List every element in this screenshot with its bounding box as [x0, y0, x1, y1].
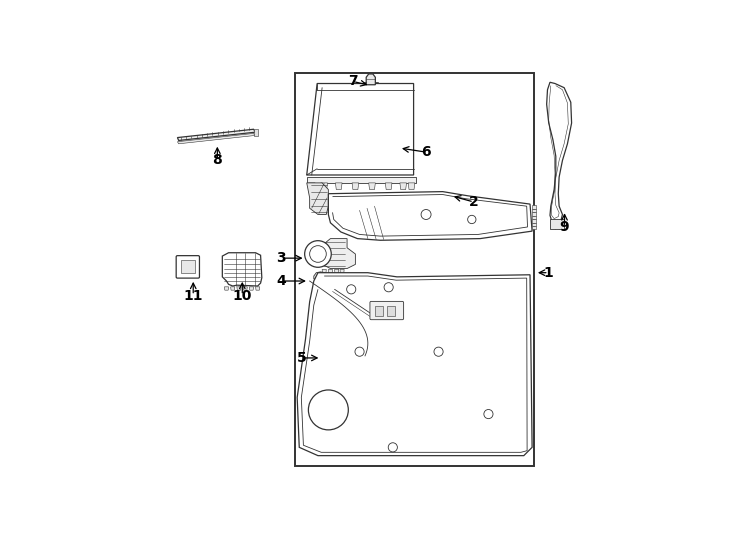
Circle shape	[308, 390, 349, 430]
Polygon shape	[321, 183, 327, 190]
Polygon shape	[340, 269, 344, 274]
FancyBboxPatch shape	[370, 301, 404, 320]
Circle shape	[421, 210, 431, 219]
Polygon shape	[225, 287, 228, 290]
Polygon shape	[532, 226, 537, 230]
Text: 6: 6	[421, 145, 431, 159]
Polygon shape	[255, 287, 260, 290]
Polygon shape	[328, 192, 532, 240]
Polygon shape	[368, 183, 375, 190]
Text: 11: 11	[184, 288, 203, 302]
Circle shape	[434, 347, 443, 356]
Polygon shape	[178, 133, 255, 144]
Polygon shape	[547, 82, 572, 223]
Polygon shape	[532, 222, 537, 226]
Text: 9: 9	[560, 220, 570, 234]
Text: 2: 2	[469, 195, 479, 209]
FancyBboxPatch shape	[550, 219, 564, 230]
Polygon shape	[532, 212, 537, 215]
Circle shape	[468, 215, 476, 224]
Polygon shape	[322, 269, 327, 274]
Polygon shape	[385, 183, 392, 190]
Bar	[181, 260, 195, 273]
Text: 3: 3	[277, 251, 286, 265]
Circle shape	[388, 443, 397, 452]
Polygon shape	[400, 183, 407, 190]
Circle shape	[346, 285, 356, 294]
Circle shape	[305, 241, 331, 267]
Polygon shape	[237, 287, 241, 290]
Polygon shape	[318, 239, 355, 268]
Text: 1: 1	[544, 266, 553, 280]
Polygon shape	[532, 209, 537, 212]
Circle shape	[310, 246, 327, 262]
Polygon shape	[222, 253, 262, 286]
Circle shape	[384, 282, 393, 292]
Text: 5: 5	[297, 351, 306, 365]
Polygon shape	[314, 272, 327, 279]
Polygon shape	[297, 273, 532, 456]
Bar	[295, 73, 534, 466]
Circle shape	[355, 347, 364, 356]
Bar	[387, 306, 395, 315]
Text: 8: 8	[212, 153, 222, 167]
Text: 7: 7	[348, 75, 357, 89]
Polygon shape	[307, 183, 328, 214]
Polygon shape	[352, 183, 359, 190]
Polygon shape	[250, 287, 253, 290]
Polygon shape	[408, 183, 415, 190]
Polygon shape	[178, 129, 255, 140]
Polygon shape	[328, 269, 333, 274]
Text: 4: 4	[277, 274, 286, 288]
Polygon shape	[230, 287, 235, 290]
Bar	[253, 129, 258, 136]
Polygon shape	[366, 74, 375, 85]
Polygon shape	[243, 287, 247, 290]
Polygon shape	[309, 260, 327, 265]
Circle shape	[484, 409, 493, 418]
Bar	[375, 306, 383, 315]
Polygon shape	[307, 177, 415, 183]
Polygon shape	[335, 269, 339, 274]
Polygon shape	[532, 205, 537, 208]
Polygon shape	[308, 183, 315, 190]
Text: 10: 10	[233, 288, 252, 302]
FancyBboxPatch shape	[176, 255, 200, 278]
Polygon shape	[307, 84, 413, 175]
Polygon shape	[532, 216, 537, 219]
Polygon shape	[335, 183, 342, 190]
Polygon shape	[532, 219, 537, 222]
